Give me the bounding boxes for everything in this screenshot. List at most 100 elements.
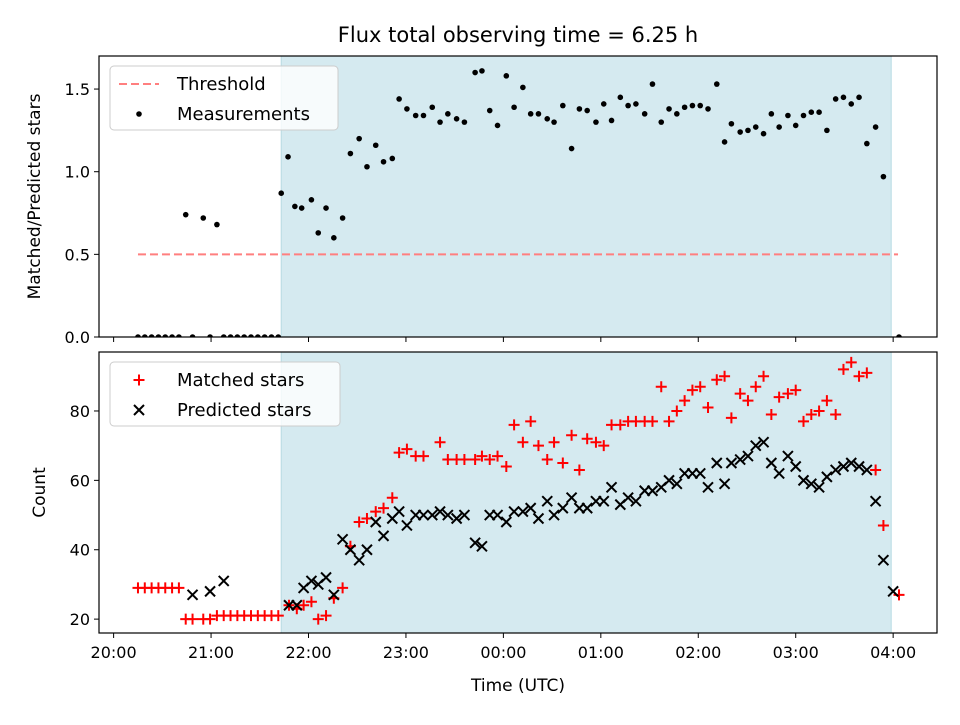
data-point	[445, 111, 451, 117]
data-point	[725, 457, 738, 469]
y-tick-label: 40	[70, 541, 90, 560]
data-point	[494, 122, 501, 129]
data-point	[500, 460, 512, 472]
data-point	[600, 101, 607, 107]
data-point	[694, 381, 706, 393]
axes-frame	[98, 351, 938, 634]
data-point	[508, 505, 520, 518]
x-tick-label: 03:00	[773, 643, 819, 662]
data-point	[500, 516, 513, 528]
data-point	[557, 457, 569, 469]
data-point	[344, 544, 357, 556]
data-point	[389, 155, 396, 162]
data-point	[742, 450, 754, 462]
data-point	[486, 107, 493, 114]
data-point	[461, 119, 468, 125]
legend: Matched stars Predicted stars	[109, 361, 341, 427]
data-point	[856, 94, 862, 101]
data-point	[484, 454, 496, 466]
data-point	[207, 334, 213, 337]
data-point	[292, 203, 298, 210]
data-point	[870, 464, 882, 476]
data-point	[320, 571, 332, 584]
data-point	[742, 395, 754, 407]
data-point	[356, 135, 362, 142]
data-point	[782, 388, 794, 400]
data-point	[705, 106, 711, 112]
data-point	[186, 589, 199, 601]
observing-window	[281, 352, 892, 633]
data-point	[361, 544, 373, 556]
data-point	[887, 585, 899, 598]
data-point	[320, 610, 332, 622]
data-point	[768, 111, 775, 117]
legend-swatch	[133, 404, 145, 416]
data-point	[790, 460, 802, 473]
data-point	[169, 334, 175, 337]
data-point	[880, 173, 887, 180]
data-point	[557, 502, 569, 514]
data-point	[671, 478, 683, 490]
data-point	[377, 530, 390, 542]
data-point	[821, 471, 833, 483]
data-point	[671, 405, 683, 417]
data-point	[790, 384, 802, 396]
data-point	[255, 334, 261, 337]
data-point	[520, 84, 526, 91]
data-point	[517, 436, 529, 448]
legend: Threshold Measurements	[109, 65, 339, 131]
data-point	[830, 408, 842, 420]
data-point	[568, 145, 575, 152]
data-point	[633, 101, 639, 107]
data-point	[261, 334, 268, 337]
data-point	[401, 443, 413, 455]
data-point	[614, 419, 626, 431]
data-point	[728, 120, 735, 127]
data-point	[393, 447, 405, 459]
data-point	[417, 450, 429, 462]
data-point	[792, 122, 799, 129]
data-point	[328, 589, 340, 601]
data-point	[864, 140, 870, 147]
data-point	[848, 101, 855, 107]
x-tick-label: 23:00	[383, 643, 429, 662]
data-point	[541, 454, 553, 466]
y-tick-label: 20	[70, 610, 90, 629]
x-tick-label: 04:00	[870, 643, 916, 662]
data-point	[805, 478, 818, 490]
x-tick-label: 20:00	[91, 643, 137, 662]
data-point	[622, 491, 634, 504]
data-point	[472, 69, 478, 76]
data-point	[544, 116, 551, 122]
data-point	[337, 582, 349, 594]
data-point	[593, 119, 599, 125]
data-point	[663, 415, 675, 427]
data-point	[347, 150, 354, 157]
legend-label: Measurements	[177, 104, 310, 125]
data-point	[584, 107, 590, 114]
data-point	[765, 408, 777, 420]
data-point	[469, 537, 481, 549]
data-point	[837, 460, 850, 473]
data-point	[773, 391, 785, 403]
data-point	[750, 381, 762, 393]
data-point	[877, 554, 890, 566]
data-point	[396, 96, 402, 102]
data-point	[173, 582, 185, 594]
legend-swatch	[136, 111, 142, 117]
data-point	[877, 519, 889, 531]
data-point	[429, 104, 436, 111]
data-point	[176, 334, 182, 337]
data-point	[370, 516, 382, 528]
data-point	[785, 112, 791, 119]
data-point	[721, 139, 728, 145]
data-point	[679, 395, 691, 407]
data-point	[291, 599, 303, 611]
data-point	[845, 356, 857, 368]
data-point	[412, 112, 419, 119]
data-point	[745, 127, 751, 134]
data-point	[200, 215, 207, 221]
data-point	[798, 415, 810, 427]
data-point	[832, 96, 839, 102]
data-point	[187, 613, 199, 625]
